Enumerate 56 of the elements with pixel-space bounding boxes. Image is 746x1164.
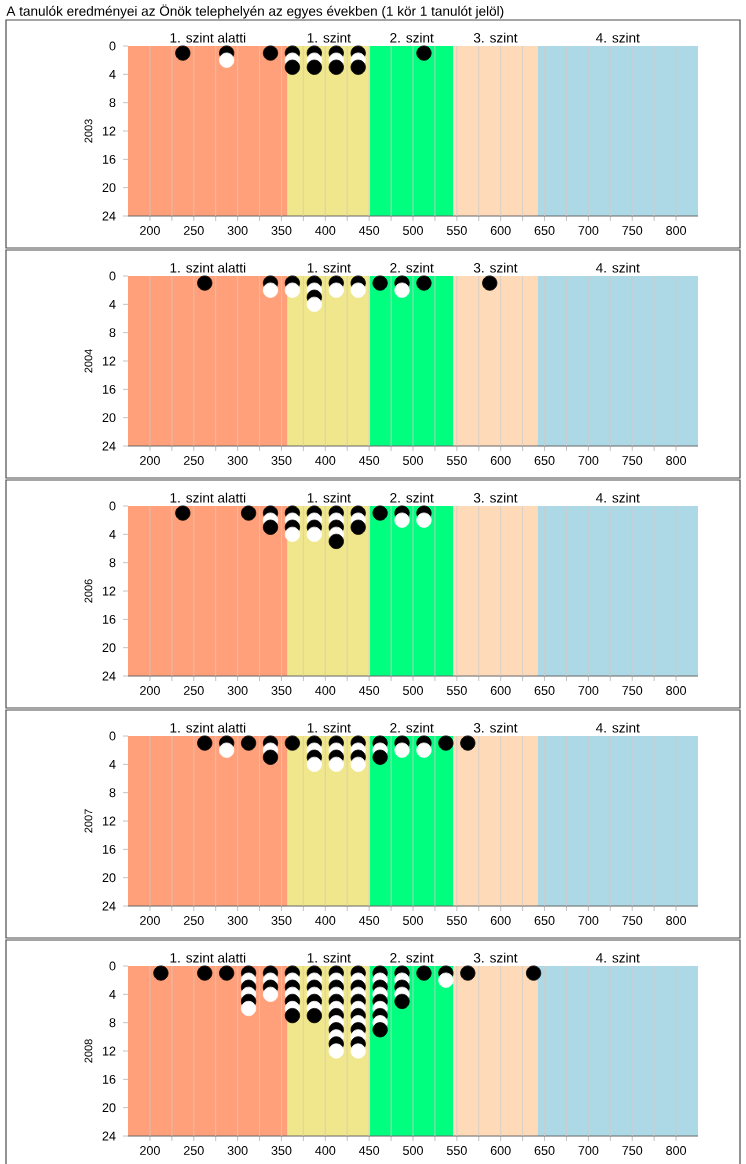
point: [175, 45, 191, 61]
point: [262, 519, 279, 535]
point: [416, 742, 432, 758]
point: [416, 45, 432, 61]
point: [525, 965, 542, 981]
point: [372, 749, 388, 765]
point: [394, 512, 410, 528]
point: [175, 505, 191, 521]
point: [240, 1000, 257, 1017]
point: [438, 972, 454, 988]
point: [284, 735, 301, 751]
point: [262, 282, 279, 298]
point: [350, 756, 366, 772]
point: [306, 1008, 322, 1024]
point: [350, 519, 366, 535]
point: [416, 512, 432, 528]
point: [394, 993, 410, 1010]
point: [416, 965, 432, 981]
point: [219, 742, 235, 758]
point: [328, 282, 344, 298]
point: [197, 735, 213, 751]
point: [262, 986, 279, 1002]
point: [306, 526, 322, 542]
point: [372, 505, 388, 521]
point: [284, 282, 301, 298]
point: [394, 742, 410, 758]
point: [219, 52, 235, 68]
point: [219, 965, 235, 981]
point: [153, 965, 169, 981]
point: [394, 282, 410, 298]
point: [482, 275, 498, 291]
point: [306, 756, 322, 772]
point: [284, 59, 301, 75]
point: [328, 1043, 344, 1059]
point: [328, 756, 344, 772]
point: [197, 965, 213, 981]
point: [284, 1008, 301, 1024]
point: [350, 1043, 366, 1059]
point: [306, 59, 322, 75]
point: [350, 282, 366, 298]
point: [197, 275, 213, 291]
point: [240, 505, 257, 521]
point: [284, 526, 301, 542]
point: [306, 296, 322, 312]
point: [372, 275, 388, 291]
point: [328, 59, 344, 75]
point: [372, 1022, 388, 1038]
point: [460, 965, 476, 981]
point: [416, 275, 432, 291]
point: [240, 735, 257, 751]
point: [328, 533, 344, 550]
point: [460, 735, 476, 751]
point: [438, 735, 454, 751]
point: [262, 749, 279, 765]
point: [350, 59, 366, 75]
point: [262, 45, 279, 61]
